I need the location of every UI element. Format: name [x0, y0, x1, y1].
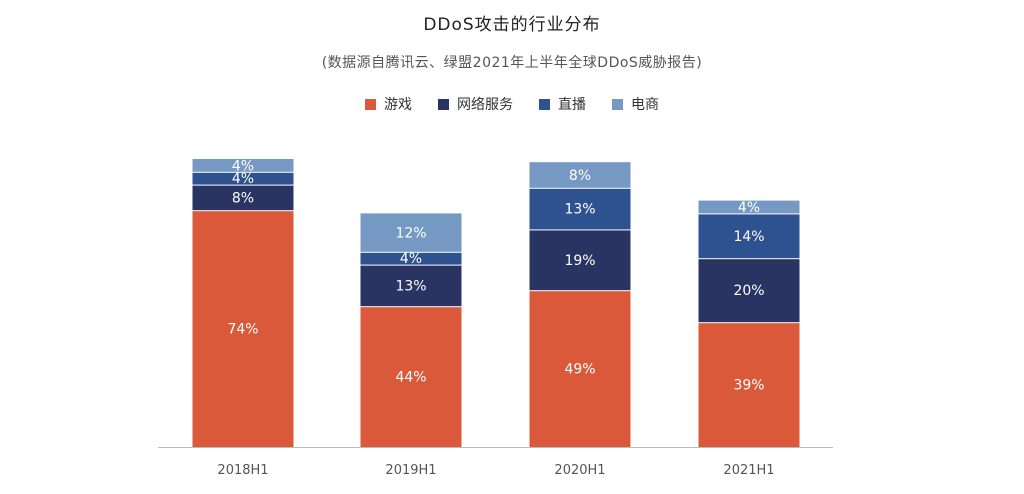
data-label: 12%	[395, 226, 426, 242]
legend-label-network-services: 网络服务	[457, 97, 513, 113]
data-label: 49%	[564, 362, 595, 378]
legend-swatch-network-services	[438, 98, 449, 110]
x-tick-label: 2020H1	[554, 463, 605, 478]
legend-swatch-ecommerce	[612, 98, 623, 110]
data-label: 74%	[227, 322, 258, 338]
data-label: 19%	[564, 253, 595, 269]
data-label: 20%	[733, 283, 764, 299]
bar-segment	[360, 307, 462, 447]
data-label: 8%	[569, 168, 591, 184]
legend-item-game: 游戏	[365, 94, 412, 114]
data-label: 4%	[232, 171, 254, 187]
legend-item-live-streaming: 直播	[539, 94, 586, 114]
data-label: 8%	[232, 190, 254, 206]
legend-item-network-services: 网络服务	[438, 94, 513, 114]
x-tick-label: 2018H1	[217, 463, 268, 478]
bar-segment	[360, 213, 462, 252]
bar-segment	[529, 291, 631, 447]
bar-segment	[192, 159, 294, 172]
bar-segment	[698, 259, 800, 323]
bar-segment	[192, 172, 294, 185]
bar-segment	[698, 214, 800, 259]
chart-title: DDoS攻击的行业分布	[423, 15, 601, 35]
bar-segment	[698, 323, 800, 447]
bar-segment	[192, 185, 294, 211]
x-tick-label: 2021H1	[723, 463, 774, 478]
chart-subtitle: (数据源自腾讯云、绿盟2021年上半年全球DDoS威胁报告)	[321, 55, 703, 71]
data-label: 4%	[232, 158, 254, 174]
bar-segment	[698, 200, 800, 214]
legend-swatch-live-streaming	[539, 98, 550, 110]
bar-segment	[360, 265, 462, 307]
data-label: 4%	[738, 200, 760, 216]
data-label: 13%	[564, 202, 595, 218]
bar-segment	[529, 188, 631, 230]
legend-label-ecommerce: 电商	[631, 97, 659, 113]
data-label: 39%	[733, 378, 764, 394]
legend: 游戏 网络服务 直播 电商	[0, 94, 1024, 114]
data-label: 13%	[395, 278, 426, 294]
bar-segment	[192, 211, 294, 447]
legend-label-game: 游戏	[384, 97, 412, 113]
bar-segment	[360, 252, 462, 265]
x-tick-label: 2019H1	[385, 463, 436, 478]
bar-segment	[529, 162, 631, 188]
legend-label-live-streaming: 直播	[558, 97, 586, 113]
bar-segment	[529, 230, 631, 291]
data-label: 44%	[395, 370, 426, 386]
data-label: 4%	[400, 251, 422, 267]
legend-item-ecommerce: 电商	[612, 94, 659, 114]
legend-swatch-game	[365, 98, 376, 110]
data-label: 14%	[733, 229, 764, 245]
